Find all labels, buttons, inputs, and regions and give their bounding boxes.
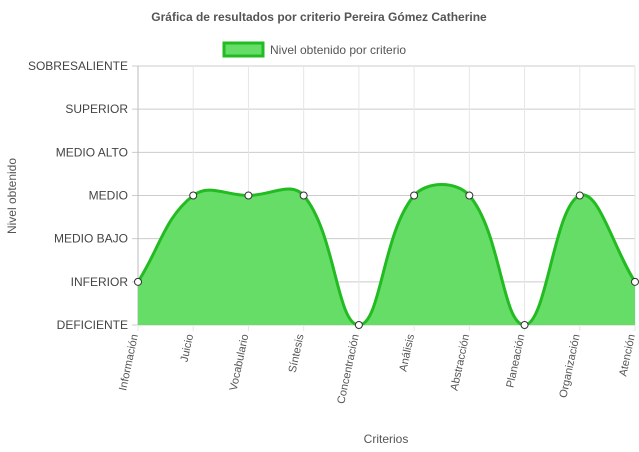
y-tick-label: DEFICIENTE — [57, 318, 128, 332]
y-axis-label: Nivel obtenido — [5, 158, 19, 234]
data-points[interactable] — [134, 191, 639, 329]
data-point[interactable] — [631, 277, 639, 286]
x-tick-label: Organización — [557, 333, 582, 399]
series-area — [138, 184, 635, 325]
data-point[interactable] — [134, 277, 142, 286]
legend-label[interactable]: Nivel obtenido por criterio — [270, 43, 406, 57]
data-point[interactable] — [410, 191, 419, 200]
y-tick-label: SUPERIOR — [65, 102, 128, 116]
y-axis: DEFICIENTE INFERIOR MEDIO BAJO MEDIO MEDIO A… — [28, 59, 128, 332]
data-point[interactable] — [299, 191, 308, 200]
series-line — [136, 183, 637, 327]
x-tick-label: Análisis — [397, 333, 417, 373]
data-point[interactable] — [244, 191, 253, 200]
x-tick-label: Planeación — [504, 333, 527, 389]
chart-title: Gráfica de resultados por criterio Perei… — [151, 10, 487, 24]
data-point[interactable] — [520, 321, 529, 329]
x-axis: Información Juicio Vocabulario Síntesis Conc… — [117, 333, 638, 405]
x-tick-label: Concentración — [335, 333, 361, 405]
x-tick-label: Atención — [617, 333, 638, 377]
data-point[interactable] — [465, 191, 474, 200]
y-tick-label: MEDIO ALTO — [56, 145, 128, 159]
y-tick-label: MEDIO BAJO — [54, 232, 128, 246]
data-point[interactable] — [575, 191, 584, 200]
y-tick-label: INFERIOR — [71, 275, 129, 289]
x-tick-label: Información — [117, 333, 141, 392]
x-axis-label: Criterios — [364, 432, 409, 446]
x-tick-label: Abstracción — [449, 333, 473, 392]
x-tick-label: Juicio — [179, 333, 197, 363]
y-tick-label: SOBRESALIENTE — [28, 59, 128, 73]
x-tick-label: Síntesis — [287, 333, 307, 374]
legend-swatch[interactable] — [222, 41, 265, 58]
data-point[interactable] — [189, 191, 198, 200]
legend[interactable]: Nivel obtenido por criterio — [222, 41, 406, 58]
series-layer — [136, 183, 637, 327]
x-tick-label: Vocabulario — [228, 333, 252, 392]
y-tick-label: MEDIO — [89, 189, 128, 203]
data-point[interactable] — [354, 321, 363, 329]
